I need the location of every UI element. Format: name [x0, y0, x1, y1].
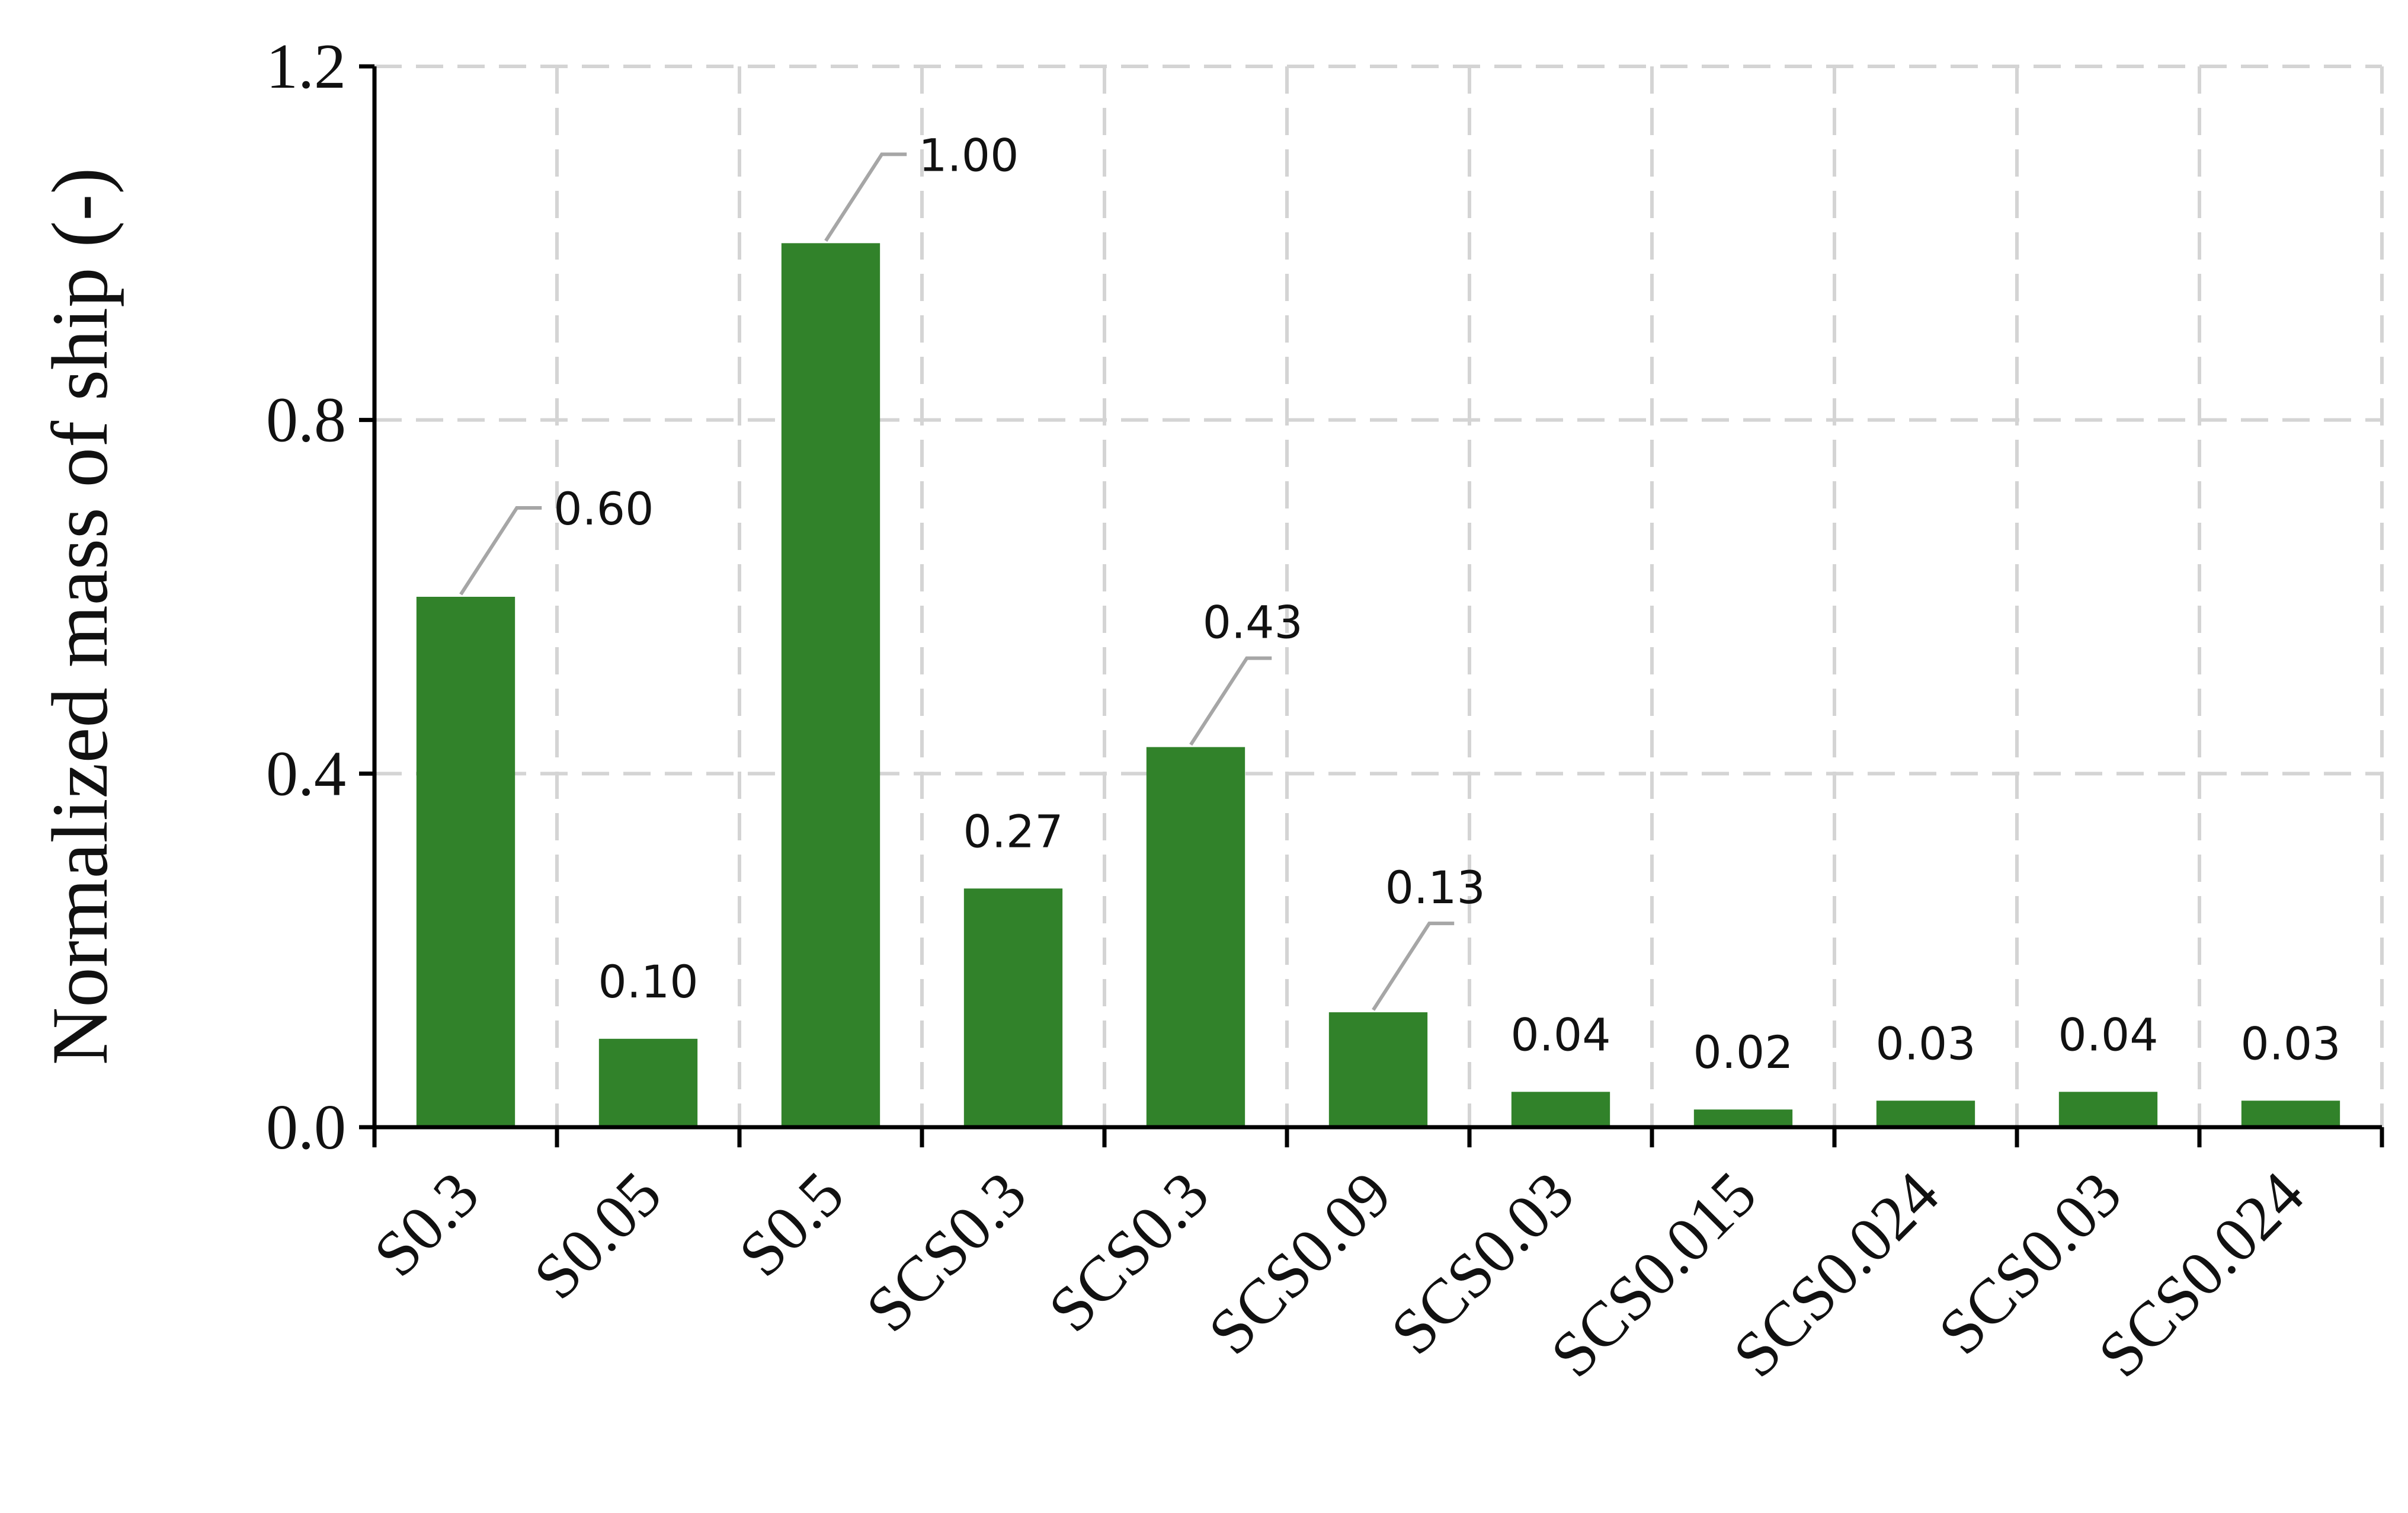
x-tick-label: S0.5 — [726, 1159, 857, 1290]
x-tick-label: SCS0.024 — [1720, 1159, 1952, 1391]
bars — [416, 243, 2340, 1127]
bar — [1876, 1101, 1975, 1127]
data-label: 0.27 — [963, 805, 1063, 858]
bar — [2058, 1092, 2158, 1127]
data-label: 0.10 — [598, 955, 698, 1008]
y-tick-labels: 0.0 0.4 0.8 1.2 — [266, 31, 346, 1163]
y-tick-label: 0.4 — [266, 738, 346, 809]
label-leader-line — [459, 506, 542, 596]
data-label: 0.60 — [553, 482, 654, 535]
data-label: 0.04 — [2058, 1008, 2158, 1061]
data-label: 0.03 — [2240, 1017, 2340, 1070]
bar — [1511, 1092, 1610, 1127]
bar — [598, 1038, 698, 1127]
x-tick-label: SCS0.3 — [1035, 1159, 1222, 1345]
bar — [963, 888, 1063, 1127]
x-tick-label: SCS0.024 — [2085, 1159, 2317, 1391]
data-label: 0.04 — [1510, 1008, 1610, 1061]
x-tick-label: SCS0.09 — [1195, 1159, 1405, 1368]
bar — [781, 243, 880, 1127]
data-label: 0.13 — [1385, 861, 1485, 914]
bar — [1693, 1109, 1793, 1127]
label-leader-line — [1372, 922, 1455, 1011]
axes — [359, 64, 2384, 1147]
data-label: 0.43 — [1203, 596, 1303, 649]
y-tick-label: 0.8 — [266, 385, 346, 456]
data-labels: 0.60 0.10 1.00 0.27 0.43 0.13 0.04 0.02 0.03 0.04… — [553, 129, 2340, 1079]
data-label: 0.02 — [1693, 1026, 1793, 1079]
x-tick-label: S0.05 — [521, 1159, 675, 1313]
x-tick-labels: S0.3 S0.05 S0.5SCS0.3SCS0.3SCS0.09SCS0.03S… — [361, 1159, 2317, 1391]
data-label: 0.03 — [1875, 1017, 1975, 1070]
label-leaders — [459, 152, 1455, 1011]
x-tick-label: SCS0.3 — [853, 1159, 1039, 1345]
label-leader-line — [1189, 656, 1272, 746]
y-axis-label: Normalized mass of ship (-) — [36, 168, 124, 1066]
bar — [1146, 747, 1245, 1127]
bar — [2241, 1101, 2340, 1127]
bar — [416, 597, 515, 1127]
y-tick-label: 1.2 — [266, 31, 346, 102]
x-tick-label: S0.3 — [361, 1159, 492, 1290]
y-tick-label: 0.0 — [266, 1092, 346, 1163]
bar — [1328, 1012, 1428, 1127]
grid-lines — [374, 65, 2384, 1127]
data-label: 1.00 — [918, 129, 1019, 181]
label-leader-line — [824, 152, 907, 242]
